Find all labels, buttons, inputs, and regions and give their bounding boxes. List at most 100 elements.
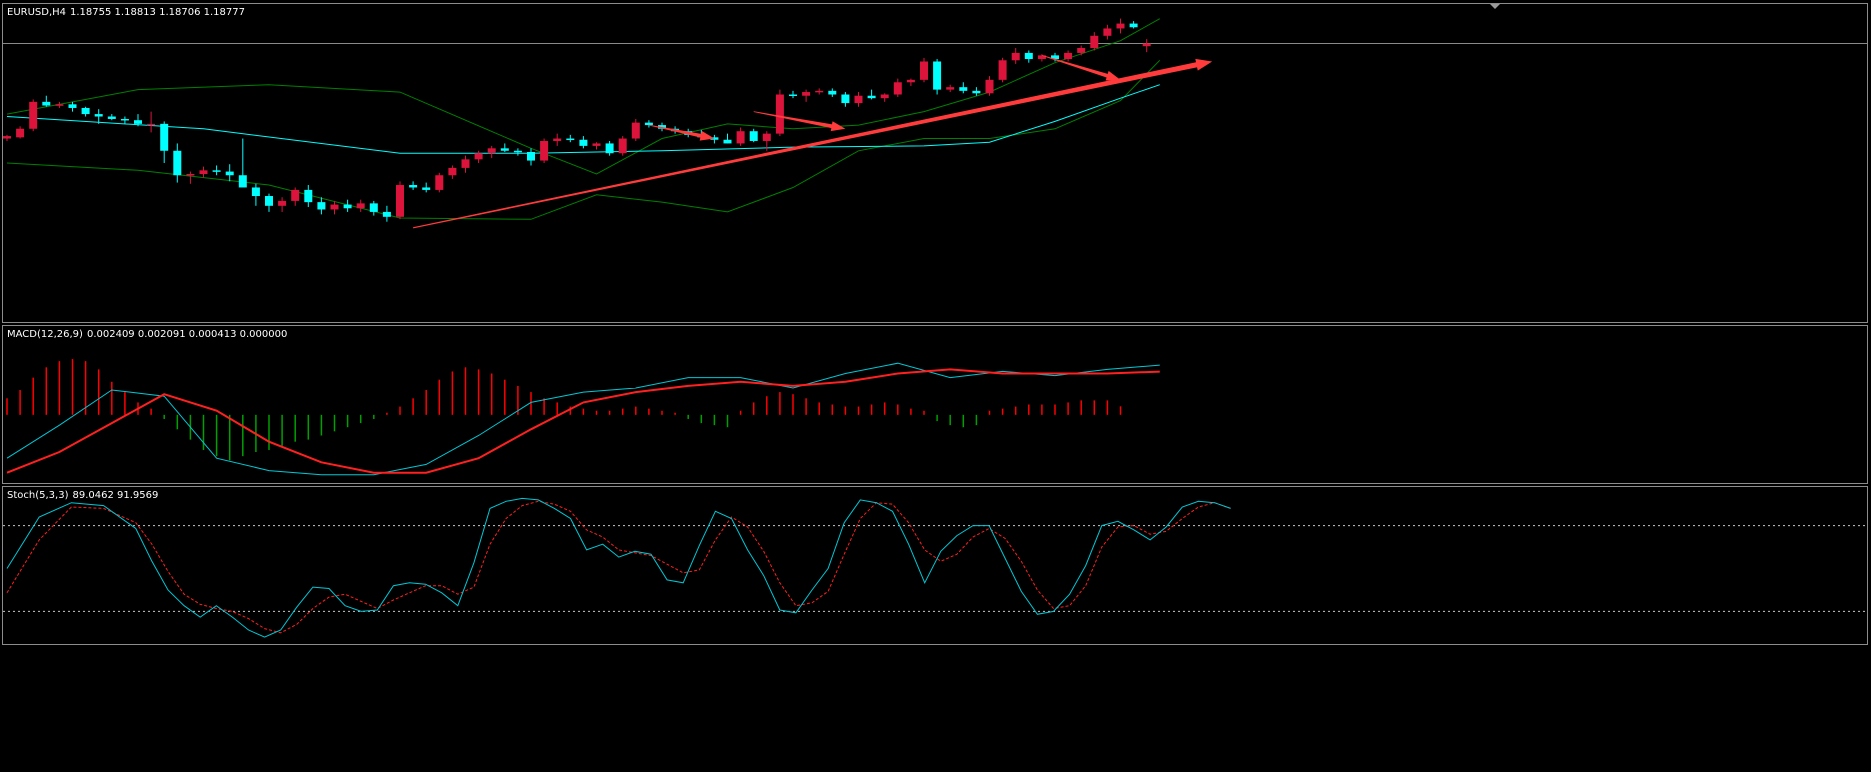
candle-body [880,94,889,99]
pullback-arrowhead-icon [830,121,846,132]
candle-body [789,94,797,97]
candle-body [749,131,758,141]
candle-body [592,143,601,146]
candle-body [1142,43,1151,47]
candle-body [959,87,968,91]
candle-body [487,148,496,154]
candle-body [1024,52,1033,60]
candle-body [291,189,300,201]
candle-body [199,170,208,175]
candle-body [1116,23,1125,29]
candle-body [775,94,784,134]
bollinger-lower-band [6,59,1161,220]
stoch-values: 89.0462 91.9569 [72,490,159,501]
candle-body [998,60,1007,80]
candle-body [500,148,509,151]
candle-body [330,204,339,210]
candle-body [972,90,981,94]
candle-body [1090,35,1099,49]
candle-body [854,95,863,104]
macd-main-line [6,362,1160,476]
candle-body [265,196,273,206]
stochastic-pane[interactable]: Stoch(5,3,3) 89.0462 91.9569 [2,486,1868,645]
candle-body [631,122,640,139]
price-pane-label: EURUSD,H4 1.18755 1.18813 1.18706 1.18777 [7,7,249,18]
candle-body [81,107,90,115]
candle-body [762,133,771,141]
candle-body [841,94,850,104]
candle-body [409,185,418,188]
pullback-arrow [753,111,837,130]
candle-body [1051,55,1059,60]
ohlc-quote: 1.18755 1.18813 1.18706 1.18777 [70,7,245,18]
candle-body [382,211,391,217]
price-chart-pane[interactable]: EURUSD,H4 1.18755 1.18813 1.18706 1.18777 [2,3,1868,323]
candle-body [396,185,404,217]
candle-body [422,187,431,190]
candle-body [1037,55,1046,60]
macd-signal-line [6,368,1160,474]
candle-body [920,61,928,80]
candle-body [513,150,522,153]
candle-body [933,61,942,90]
pullback-arrowhead-icon [699,130,715,141]
candle-body [304,189,313,203]
candle-body [867,95,876,99]
chart-shift-marker-icon[interactable] [1490,4,1500,9]
stoch-signal-line [6,500,1231,634]
uptrend-line [412,60,1203,229]
moving-average-line [6,84,1160,154]
candle-body [540,140,549,161]
candle-body [251,187,260,197]
candle-body [16,128,25,138]
uptrend-arrowhead-icon [1195,58,1213,71]
candle-body [618,138,627,154]
candle-body [225,171,234,176]
candle-body [147,123,156,126]
candle-body [29,101,38,129]
candle-body [134,120,142,124]
candle-body [448,167,457,176]
candle-body [173,150,182,176]
candle-body [369,203,378,212]
candle-body [1077,48,1086,53]
stoch-name: Stoch(5,3,3) [7,490,69,501]
pullback-arrow [648,124,706,139]
candle-body [356,203,365,209]
candle-body [893,82,902,95]
candle-body [94,114,103,117]
candle-body [736,131,745,144]
candle-body [644,122,653,126]
candle-body [343,204,352,209]
candle-body [474,153,483,160]
pullback-arrow [1041,54,1113,80]
symbol-timeframe: EURUSD,H4 [7,7,67,18]
candle-body [435,175,444,190]
macd-pane-label: MACD(12,26,9) 0.002409 0.002091 0.000413 … [7,329,291,340]
candle-body [1064,52,1073,60]
candle-body [107,116,116,119]
candle-body [160,123,169,151]
price-chart-canvas [3,18,1867,229]
candle-body [553,138,562,141]
macd-canvas [6,359,1160,476]
candle-body [527,151,535,161]
candle-body [278,200,287,206]
candle-body [212,170,221,172]
stoch-pane-label: Stoch(5,3,3) 89.0462 91.9569 [7,490,162,501]
candle-body [985,79,994,94]
candle-body [120,118,129,121]
candle-body [238,175,247,188]
stoch-main-line [6,497,1231,638]
macd-pane[interactable]: MACD(12,26,9) 0.002409 0.002091 0.000413 … [2,325,1868,484]
stochastic-canvas [3,497,1867,638]
candle-body [1011,52,1020,61]
candle-body [317,202,326,210]
candle-body [605,143,614,154]
candle-body [566,138,575,141]
candle-body [802,92,811,96]
candle-body [658,125,666,129]
candle-body [828,90,837,95]
candle-body [579,139,588,146]
